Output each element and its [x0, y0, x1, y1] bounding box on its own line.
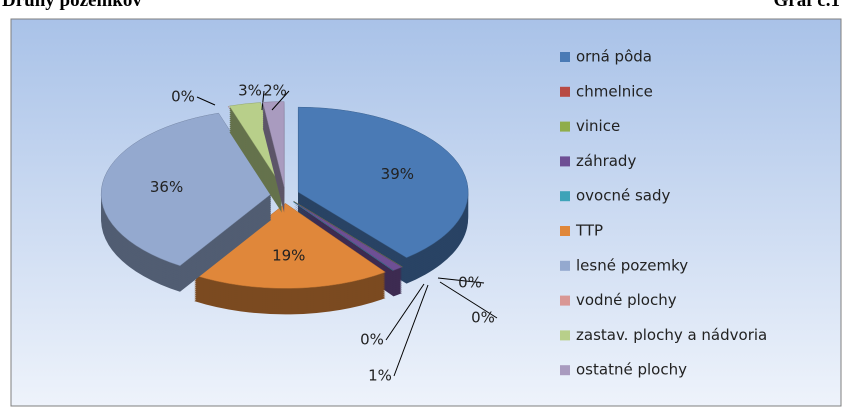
legend-swatch — [560, 295, 570, 306]
leader-line — [385, 283, 425, 341]
data-label: 0% — [458, 274, 482, 292]
pie: 39% 0% 0% 1% 0% 19% 36% 0% 3% 2% — [100, 82, 498, 385]
legend-swatch — [560, 121, 570, 132]
data-label: 0% — [171, 88, 195, 106]
slice — [293, 201, 394, 271]
legend-label: vodné plochy — [576, 291, 677, 309]
data-label: 0% — [360, 331, 384, 349]
header-title: Druhy pozemkov — [2, 0, 142, 11]
data-label: 1% — [368, 367, 392, 385]
data-label: 39% — [381, 165, 414, 183]
legend-label: orná pôda — [576, 48, 652, 66]
data-label: 3% — [238, 82, 262, 100]
legend-swatch — [560, 330, 570, 341]
leader-line — [437, 277, 485, 284]
legend-swatch — [560, 156, 570, 167]
data-label: 19% — [272, 247, 305, 265]
header-label: Graf č.1 — [774, 0, 840, 11]
legend-label: ovocné sady — [576, 187, 671, 205]
legend-swatch — [560, 226, 570, 236]
legend-label: chmelnice — [576, 82, 653, 100]
legend-swatch — [560, 86, 570, 97]
legend-label: TTP — [575, 222, 603, 240]
legend-label: vinice — [576, 117, 620, 135]
data-label: 2% — [263, 82, 287, 100]
legend-swatch — [560, 365, 570, 376]
slice — [193, 203, 386, 289]
slice — [297, 106, 469, 258]
slice — [293, 201, 403, 271]
legend-swatch — [560, 52, 570, 62]
legend-swatch — [560, 260, 570, 271]
legend-label: záhrady — [576, 152, 636, 170]
leader-line — [261, 90, 265, 111]
legend-label: zastav. plochy a nádvoria — [576, 326, 767, 344]
legend-swatch — [560, 191, 570, 202]
legend-label: lesné pozemky — [576, 256, 688, 274]
data-label: 0% — [471, 309, 495, 327]
data-label: 36% — [150, 178, 183, 196]
legend-label: ostatné plochy — [576, 361, 687, 379]
leader-line — [393, 284, 429, 377]
leader-line — [271, 90, 290, 111]
slice — [100, 112, 272, 266]
leader-line — [439, 281, 498, 319]
leader-line — [196, 96, 216, 106]
slice — [228, 102, 283, 187]
slice — [262, 101, 285, 187]
legend: orná pôda chmelnice vinice záhrady ovocné sa… — [560, 48, 767, 379]
